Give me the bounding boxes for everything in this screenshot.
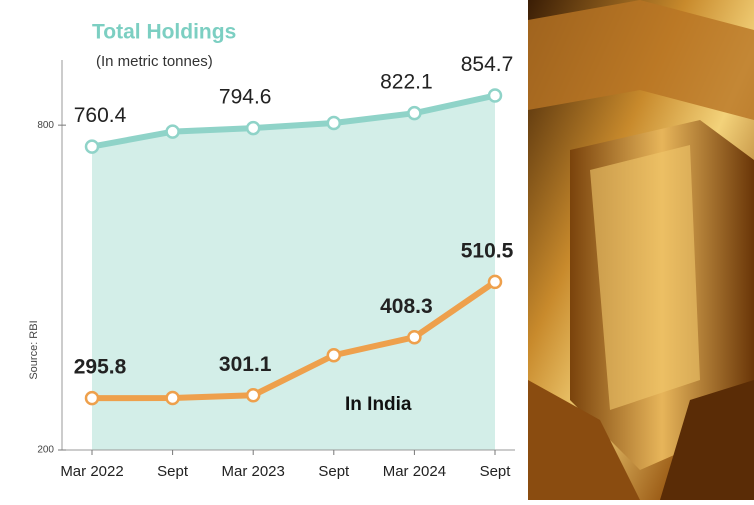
x-tick-label: Sept: [480, 463, 512, 480]
gold-photo: [528, 0, 754, 500]
point: [487, 88, 503, 103]
data-label: 822.1: [380, 71, 433, 94]
point: [165, 390, 180, 406]
point: [245, 388, 261, 403]
point: [487, 274, 503, 290]
point: [407, 105, 422, 121]
chart-title: Total Holdings: [92, 21, 236, 44]
point: [165, 124, 180, 139]
data-label: 760.4: [74, 104, 127, 127]
point: [84, 390, 100, 406]
x-tick-label: Mar 2022: [60, 463, 123, 480]
data-label: 794.6: [219, 86, 272, 109]
point: [407, 329, 422, 345]
data-label: 408.3: [380, 295, 433, 318]
line: [91, 92, 496, 150]
point: [326, 115, 342, 131]
point: [326, 348, 342, 363]
data-label: 854.7: [461, 53, 514, 76]
y-tick-label: 200: [37, 445, 54, 456]
source: Source: RBI: [28, 320, 40, 379]
area: [92, 95, 495, 451]
line: [91, 279, 497, 402]
data-label: 510.5: [461, 239, 514, 262]
data-label: 301.1: [219, 353, 272, 376]
chart-subtitle: (In metric tonnes): [96, 53, 213, 70]
plot: 760.4 794.6 822.1 854.7 295.8 301.1 408.3 510.5…: [37, 53, 515, 480]
x-tick-label: Sept: [157, 463, 189, 480]
data-label: 295.8: [74, 356, 127, 379]
point: [84, 139, 100, 154]
annotation: In India: [345, 394, 412, 415]
y-tick-label: 800: [37, 120, 54, 131]
x-tick-label: Sept: [318, 463, 350, 480]
point: [245, 120, 261, 136]
x-tick-label: Mar 2023: [222, 463, 285, 480]
x-tick-label: Mar 2024: [383, 463, 446, 480]
